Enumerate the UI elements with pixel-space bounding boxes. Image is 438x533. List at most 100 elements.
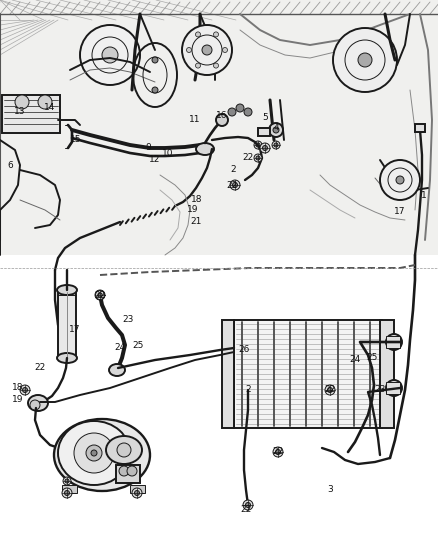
- Circle shape: [328, 387, 332, 392]
- Circle shape: [182, 25, 232, 75]
- Circle shape: [74, 433, 114, 473]
- Bar: [116, 465, 140, 483]
- Ellipse shape: [196, 143, 214, 155]
- Text: 15: 15: [70, 135, 82, 144]
- Ellipse shape: [57, 285, 77, 295]
- Circle shape: [80, 25, 140, 85]
- Text: 6: 6: [7, 160, 13, 169]
- Text: 22: 22: [94, 290, 106, 300]
- Circle shape: [333, 28, 397, 92]
- Circle shape: [65, 479, 69, 483]
- Ellipse shape: [109, 364, 125, 376]
- Text: 2: 2: [230, 166, 236, 174]
- Circle shape: [15, 95, 29, 109]
- Bar: [58, 290, 76, 358]
- Text: 19: 19: [187, 206, 199, 214]
- Text: 25: 25: [132, 341, 144, 350]
- Circle shape: [230, 180, 240, 190]
- Text: 25: 25: [366, 353, 378, 362]
- Circle shape: [202, 45, 212, 55]
- Circle shape: [386, 334, 402, 350]
- Circle shape: [213, 63, 219, 68]
- Circle shape: [216, 114, 228, 126]
- Circle shape: [236, 104, 244, 112]
- Circle shape: [20, 385, 30, 395]
- Text: 22: 22: [242, 152, 254, 161]
- Circle shape: [64, 490, 70, 496]
- Circle shape: [62, 488, 72, 498]
- Text: 19: 19: [12, 395, 24, 405]
- Circle shape: [86, 445, 102, 461]
- Circle shape: [243, 500, 253, 510]
- Text: 12: 12: [149, 156, 161, 165]
- Text: 1: 1: [421, 190, 427, 199]
- Text: 18: 18: [12, 384, 24, 392]
- Text: 11: 11: [189, 116, 201, 125]
- Bar: [222, 320, 234, 428]
- Ellipse shape: [58, 421, 130, 485]
- Circle shape: [256, 143, 260, 147]
- Circle shape: [254, 154, 262, 162]
- Circle shape: [95, 290, 105, 300]
- Text: 5: 5: [262, 114, 268, 123]
- Text: 24: 24: [350, 356, 360, 365]
- Bar: [380, 320, 394, 428]
- Circle shape: [95, 290, 105, 300]
- Circle shape: [380, 160, 420, 200]
- Circle shape: [195, 63, 201, 68]
- Circle shape: [246, 503, 251, 507]
- Bar: [386, 382, 400, 394]
- Text: 14: 14: [44, 103, 56, 112]
- Circle shape: [273, 447, 283, 457]
- Text: 13: 13: [14, 108, 26, 117]
- Text: 22: 22: [325, 385, 336, 394]
- Circle shape: [272, 141, 280, 149]
- Circle shape: [325, 385, 335, 395]
- Circle shape: [22, 387, 28, 392]
- Circle shape: [95, 290, 105, 300]
- Circle shape: [195, 32, 201, 37]
- Text: 16: 16: [216, 110, 228, 119]
- Text: 9: 9: [145, 143, 151, 152]
- Text: 26: 26: [238, 345, 250, 354]
- Circle shape: [262, 146, 268, 150]
- Text: 21: 21: [191, 217, 201, 227]
- Text: 23: 23: [374, 385, 386, 394]
- Circle shape: [134, 490, 139, 496]
- Circle shape: [254, 141, 262, 149]
- Text: 22: 22: [226, 181, 238, 190]
- Ellipse shape: [106, 436, 142, 464]
- Text: 3: 3: [327, 486, 333, 495]
- Bar: [0, 0, 438, 255]
- Text: 23: 23: [122, 316, 134, 325]
- Ellipse shape: [54, 419, 150, 491]
- Text: 10: 10: [162, 149, 174, 157]
- Circle shape: [276, 449, 280, 455]
- Circle shape: [98, 293, 102, 297]
- Circle shape: [38, 95, 52, 109]
- Text: 22: 22: [34, 364, 46, 373]
- Circle shape: [269, 123, 283, 137]
- Circle shape: [213, 32, 219, 37]
- Bar: [386, 336, 400, 348]
- Circle shape: [228, 108, 236, 116]
- Bar: [62, 485, 77, 493]
- Text: 24: 24: [114, 343, 126, 352]
- Text: 4: 4: [273, 124, 279, 133]
- Text: 2: 2: [245, 385, 251, 394]
- Bar: [258, 128, 270, 136]
- Text: 17: 17: [69, 326, 81, 335]
- Circle shape: [98, 293, 102, 297]
- Text: 22: 22: [240, 505, 251, 514]
- Circle shape: [152, 57, 158, 63]
- Circle shape: [132, 488, 142, 498]
- Circle shape: [187, 47, 191, 52]
- Text: 17: 17: [394, 207, 406, 216]
- Circle shape: [256, 156, 260, 160]
- Circle shape: [63, 477, 71, 485]
- Bar: [2, 95, 60, 133]
- Bar: [130, 485, 145, 493]
- Circle shape: [152, 87, 158, 93]
- Text: 18: 18: [191, 196, 203, 205]
- Circle shape: [273, 127, 279, 133]
